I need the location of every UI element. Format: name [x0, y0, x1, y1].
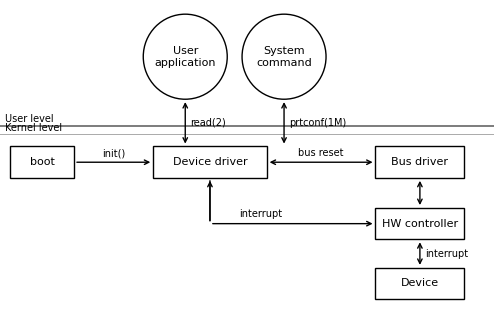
Bar — [375, 208, 464, 239]
Bar — [375, 146, 464, 178]
Bar — [10, 146, 74, 178]
Text: User level: User level — [5, 114, 53, 124]
Text: Kernel level: Kernel level — [5, 123, 62, 133]
Bar — [153, 146, 267, 178]
Text: Device driver: Device driver — [172, 157, 247, 167]
Text: bus reset: bus reset — [298, 148, 344, 158]
Text: Device: Device — [401, 278, 439, 289]
Text: init(): init() — [102, 148, 125, 158]
Text: Bus driver: Bus driver — [391, 157, 449, 167]
Text: User
application: User application — [155, 46, 216, 67]
Ellipse shape — [242, 14, 326, 99]
Bar — [375, 268, 464, 299]
Text: interrupt: interrupt — [425, 249, 468, 259]
Text: boot: boot — [30, 157, 54, 167]
Text: HW controller: HW controller — [382, 219, 458, 229]
Text: prtconf(1M): prtconf(1M) — [289, 118, 346, 128]
Text: read(2): read(2) — [190, 118, 226, 128]
Text: interrupt: interrupt — [240, 209, 283, 219]
Text: System
command: System command — [256, 46, 312, 67]
Ellipse shape — [143, 14, 227, 99]
